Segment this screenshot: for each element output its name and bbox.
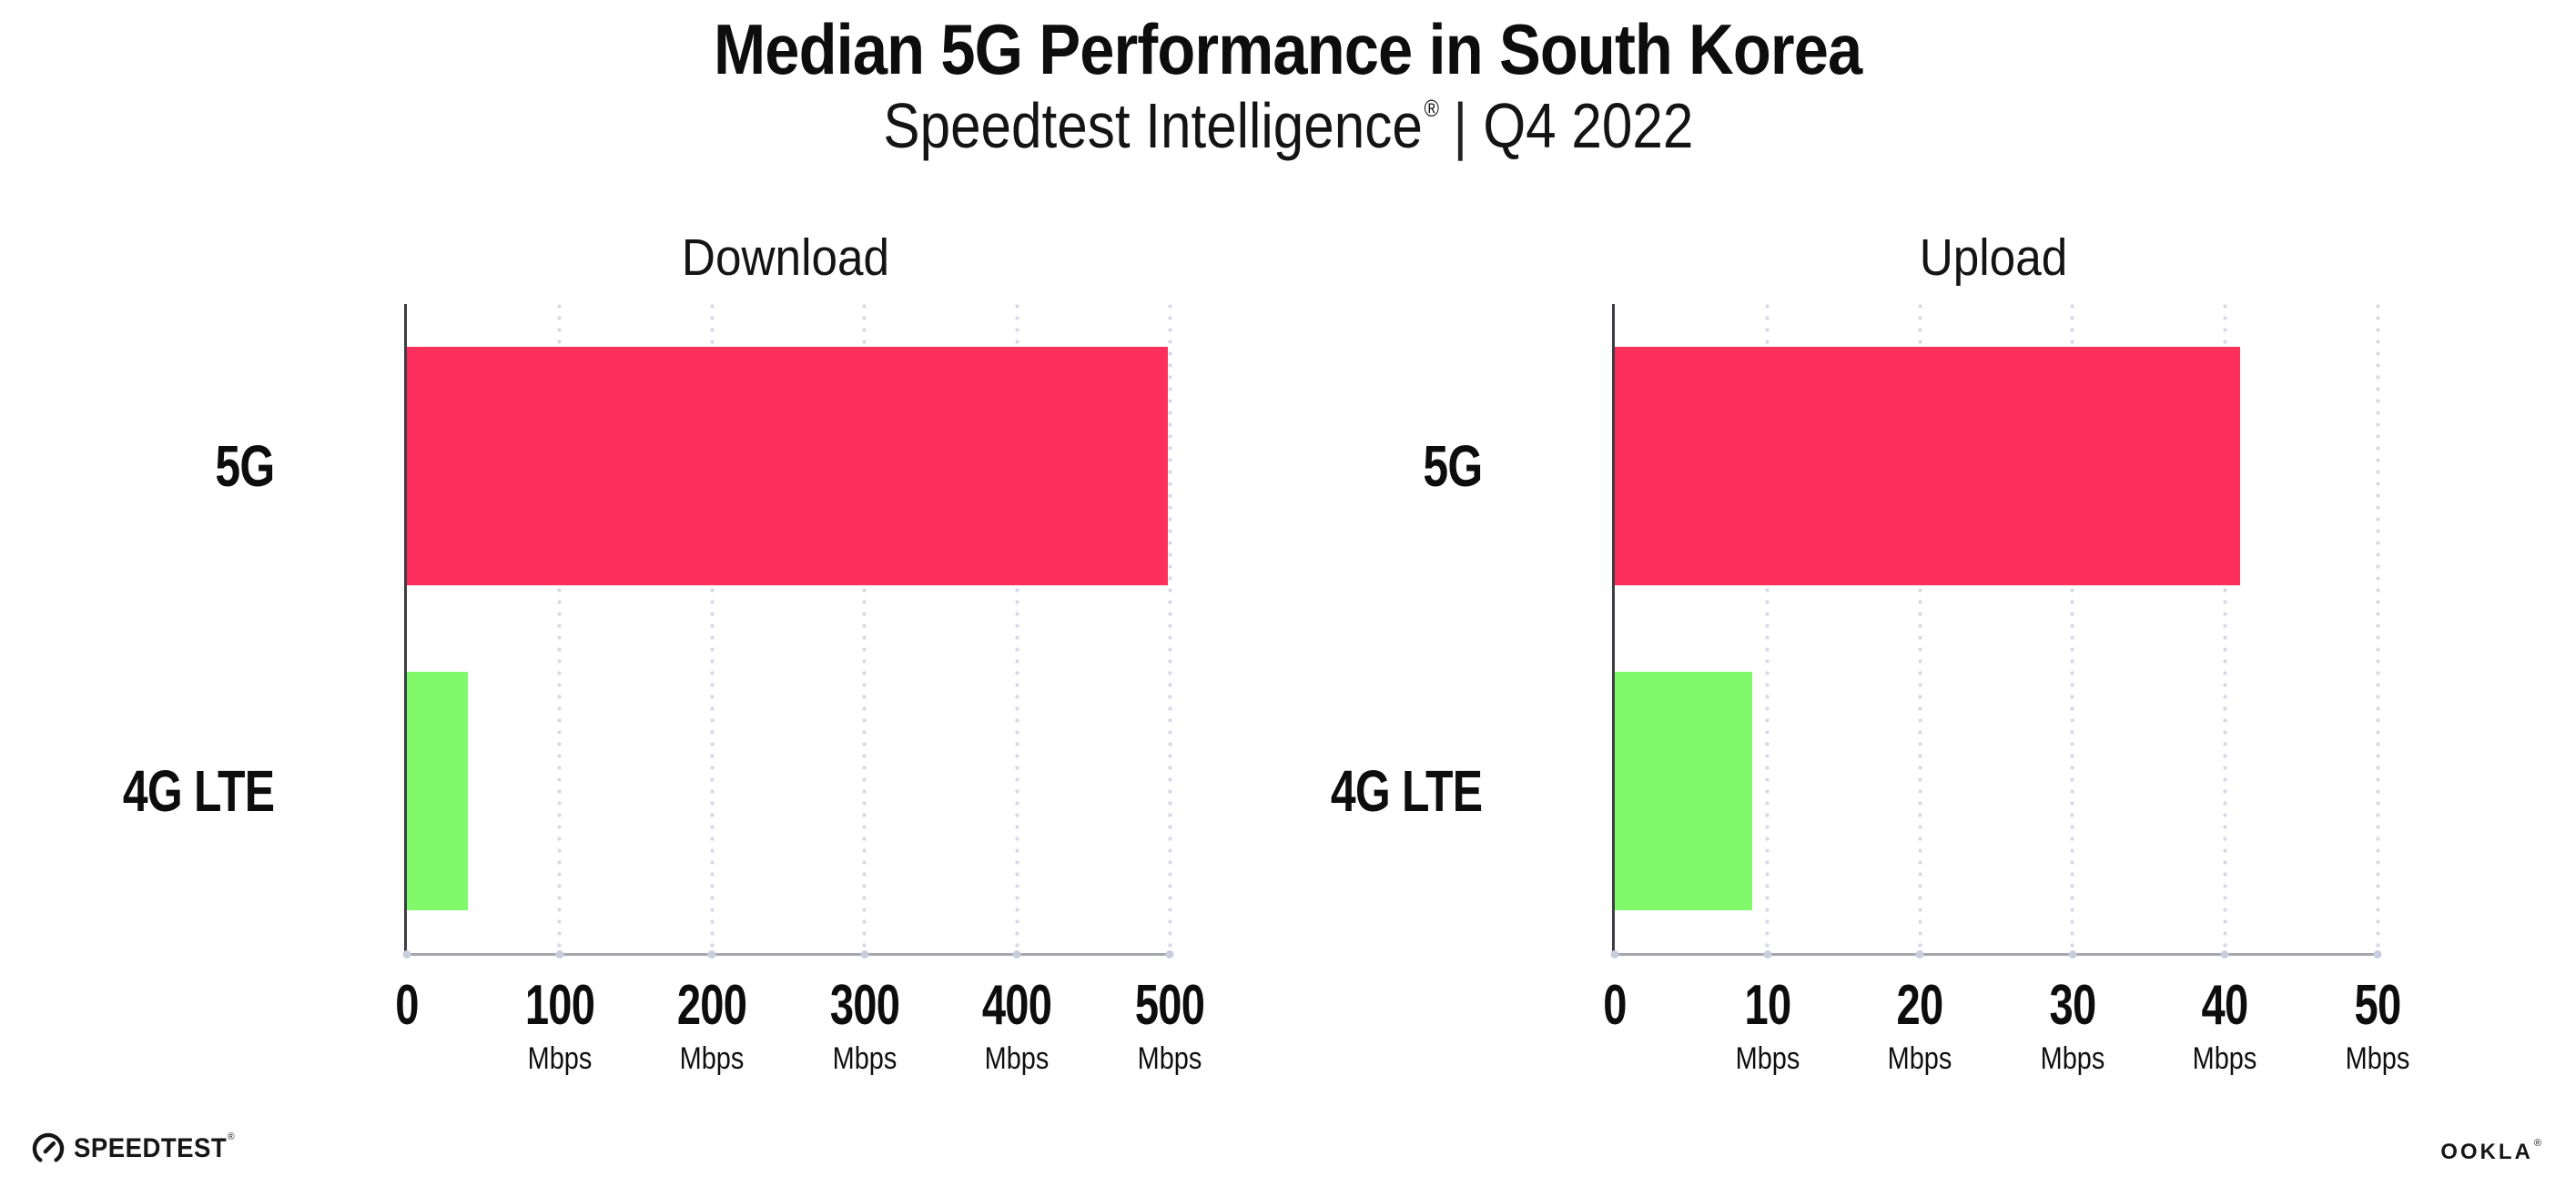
axis-tick-dot — [1165, 950, 1174, 959]
gridline — [2222, 304, 2227, 953]
page-subtitle: Speedtest Intelligence® | Q4 2022 — [0, 89, 2576, 161]
page-title: Median 5G Performance in South Korea — [714, 9, 1862, 89]
chart-title: Download — [681, 228, 890, 287]
x-tick-unit: Mbps — [2345, 1041, 2410, 1076]
bar-5g — [1615, 347, 2241, 586]
axis-tick-dot — [555, 950, 564, 959]
plot-area: 0 10 Mbps 20 Mbps 30 Mbps 40 Mbps 50 Mbps 5G 4G LTE — [1331, 304, 2409, 1076]
axis-tick-dot — [860, 950, 869, 959]
x-tick-label: 500 — [1134, 974, 1205, 1037]
gridline — [2375, 304, 2380, 953]
bar-4g-lte — [407, 671, 469, 910]
category-label-5g: 5G — [214, 433, 275, 500]
subtitle-separator: | — [1453, 89, 1467, 161]
x-tick-label: 100 — [524, 974, 594, 1037]
gridline — [1167, 304, 1172, 953]
category-label-4g-lte: 4G LTE — [122, 757, 275, 824]
speedtest-gauge-icon — [32, 1132, 65, 1162]
gridline — [1014, 304, 1019, 953]
axis-tick-dot — [1763, 950, 1772, 959]
x-tick-label: 0 — [1603, 974, 1627, 1037]
x-tick-unit: Mbps — [832, 1041, 898, 1076]
plot-area: 0 100 Mbps 200 Mbps 300 Mbps 400 Mbps 500 Mbps 5G 4G… — [123, 304, 1205, 1076]
x-tick-label: 40 — [2201, 974, 2249, 1037]
gridline — [2070, 304, 2075, 953]
x-tick-unit: Mbps — [2040, 1041, 2105, 1076]
x-tick-unit: Mbps — [2193, 1041, 2257, 1076]
x-tick-unit: Mbps — [527, 1041, 592, 1076]
gridline — [1917, 304, 1922, 953]
axis-tick-dot — [402, 950, 411, 959]
chart-upload: Upload 0 10 Mbps 20 Mbps 30 Mbps 40 Mbps 50 Mbps 5G… — [1331, 226, 2410, 1100]
axis-tick-dot — [1012, 950, 1021, 959]
gridline — [557, 304, 563, 953]
axis-tick-dot — [707, 950, 716, 959]
registered-mark-icon: ® — [1424, 94, 1439, 122]
x-tick-label: 10 — [1744, 974, 1791, 1037]
x-tick-unit: Mbps — [1887, 1041, 1952, 1076]
gridline — [709, 304, 715, 953]
axis-tick-dot — [2068, 950, 2077, 959]
axis-tick-dot — [2220, 950, 2229, 959]
chart-download: Download 0 100 Mbps 200 Mbps 300 Mbps 400 Mbps 50… — [123, 226, 1205, 1100]
chart-title: Upload — [1919, 228, 2068, 287]
speedtest-registered-mark-icon: ® — [228, 1131, 236, 1142]
axis-tick-dot — [2373, 950, 2382, 959]
x-tick-label: 50 — [2354, 974, 2402, 1037]
subtitle-brand: Speedtest Intelligence — [883, 89, 1423, 161]
x-tick-unit: Mbps — [985, 1041, 1050, 1076]
gridline — [862, 304, 867, 953]
speedtest-wordmark-text: SPEEDTEST — [74, 1133, 228, 1163]
speedtest-wordmark: SPEEDTEST® — [74, 1131, 236, 1164]
category-label-5g: 5G — [1422, 433, 1483, 500]
page-subtitle-text: Speedtest Intelligence® | Q4 2022 — [883, 89, 1693, 161]
x-tick-label: 20 — [1896, 974, 1944, 1037]
category-label-4g-lte: 4G LTE — [1330, 757, 1483, 824]
x-tick-label: 400 — [982, 974, 1052, 1037]
header: Median 5G Performance in South Korea Spe… — [0, 9, 2576, 161]
ookla-registered-mark-icon: ® — [2533, 1138, 2544, 1149]
axis-tick-dot — [1610, 950, 1619, 959]
x-tick-label: 30 — [2049, 974, 2096, 1037]
x-tick-unit: Mbps — [1735, 1041, 1800, 1076]
bar-4g-lte — [1615, 671, 1752, 910]
ookla-wordmark-text: OOKLA — [2440, 1140, 2533, 1164]
axis-tick-dot — [1915, 950, 1924, 959]
x-tick-label: 300 — [829, 974, 900, 1037]
ookla-logo: OOKLA® — [2440, 1138, 2544, 1165]
bar-5g — [407, 347, 1169, 586]
x-tick-unit: Mbps — [679, 1041, 745, 1076]
x-tick-label: 200 — [677, 974, 747, 1037]
speedtest-logo: SPEEDTEST® — [31, 1131, 248, 1166]
gridline — [1765, 304, 1770, 953]
x-tick-label: 0 — [395, 974, 419, 1037]
subtitle-period: Q4 2022 — [1482, 89, 1693, 161]
x-tick-unit: Mbps — [1137, 1041, 1202, 1076]
